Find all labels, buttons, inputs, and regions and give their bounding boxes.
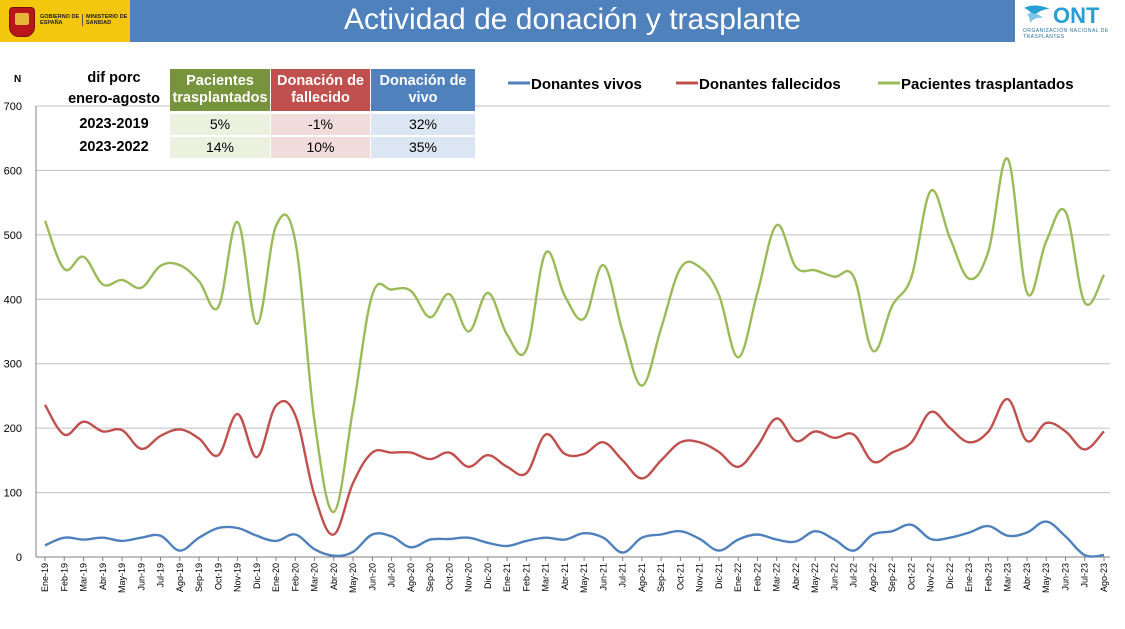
logo-ministry-text: MINISTERIO DE SANIDAD <box>82 14 130 26</box>
table-corner-line2: enero-agosto <box>68 91 160 107</box>
x-tick-label: Dic-21 <box>714 563 724 589</box>
y-axis-title: N <box>14 74 21 85</box>
ont-logo-subtitle: ORGANIZACIÓN NACIONAL DE TRASPLANTES <box>1023 28 1109 40</box>
x-tick-label: Sep-22 <box>887 563 897 592</box>
series-line-donantes-vivos <box>44 520 1105 558</box>
row-label-2023-2019: 2023-2019 <box>79 116 149 132</box>
stats-table: dif porc enero-agosto Pacientes trasplan… <box>58 69 478 161</box>
x-tick-label: Abr-22 <box>791 563 801 590</box>
x-tick-label: Ago-23 <box>1099 563 1109 592</box>
header: GOBIERNO DE ESPAÑA MINISTERIO DE SANIDAD… <box>0 0 1125 42</box>
x-tick-label: Feb-21 <box>521 563 531 592</box>
x-tick-label: Dic-20 <box>483 563 493 589</box>
x-tick-label: May-22 <box>810 563 820 593</box>
x-tick-label: Mar-20 <box>310 563 320 592</box>
x-tick-label: Jun-20 <box>367 563 377 591</box>
x-tick-label: Abr-23 <box>1022 563 1032 590</box>
ont-logo: ONT ORGANIZACIÓN NACIONAL DE TRASPLANTES <box>1015 0 1125 42</box>
x-tick-label: Jun-23 <box>1060 563 1070 591</box>
y-tick-label: 300 <box>4 359 22 371</box>
y-tick-label: 200 <box>4 423 22 435</box>
x-tick-label: Jul-21 <box>618 563 628 588</box>
x-tick-label: Ene-19 <box>40 563 50 592</box>
x-tick-label: Feb-19 <box>59 563 69 592</box>
x-tick-label: Feb-23 <box>983 563 993 592</box>
cell-pacientes-2022: 14% <box>170 137 270 158</box>
x-tick-label: Jun-19 <box>136 563 146 591</box>
x-tick-label: Ene-20 <box>271 563 281 592</box>
x-tick-label: Sep-20 <box>425 563 435 592</box>
x-tick-label: Abr-20 <box>329 563 339 590</box>
x-tick-label: Ene-23 <box>964 563 974 592</box>
x-tick-label: Feb-20 <box>290 563 300 592</box>
government-logo: GOBIERNO DE ESPAÑA MINISTERIO DE SANIDAD <box>0 0 130 42</box>
logo-gov-text: GOBIERNO DE ESPAÑA <box>40 14 80 26</box>
legend-label-donantes-fallecidos: Donantes fallecidos <box>699 76 841 93</box>
x-tick-label: May-21 <box>579 563 589 593</box>
y-tick-label: 500 <box>4 230 22 242</box>
x-tick-label: Oct-21 <box>675 563 685 590</box>
x-tick-label: Abr-19 <box>98 563 108 590</box>
header-fallecido: Donación de fallecido <box>271 69 370 111</box>
x-tick-label: Abr-21 <box>560 563 570 590</box>
x-tick-label: Jul-20 <box>387 563 397 588</box>
cell-fallecido-2019: -1% <box>271 114 370 135</box>
x-tick-label: May-19 <box>117 563 127 593</box>
x-tick-label: Nov-20 <box>464 563 474 592</box>
x-tick-label: Ago-22 <box>868 563 878 592</box>
coat-of-arms-icon <box>9 7 35 37</box>
x-tick-label: Oct-22 <box>906 563 916 590</box>
x-tick-label: May-23 <box>1041 563 1051 593</box>
ont-logo-text: ONT <box>1053 3 1100 28</box>
page-title: Actividad de donación y trasplante <box>344 3 801 36</box>
x-tick-label: Ago-21 <box>637 563 647 592</box>
x-tick-label: Nov-19 <box>233 563 243 592</box>
y-tick-label: 100 <box>4 488 22 500</box>
x-tick-label: Jun-22 <box>829 563 839 591</box>
x-tick-label: Dic-22 <box>945 563 955 589</box>
legend-label-donantes-vivos: Donantes vivos <box>531 76 642 93</box>
x-tick-label: Jul-19 <box>156 563 166 588</box>
x-tick-label: Jul-22 <box>849 563 859 588</box>
x-tick-label: Mar-21 <box>541 563 551 592</box>
x-tick-label: Feb-22 <box>752 563 762 592</box>
x-tick-label: Mar-19 <box>79 563 89 592</box>
x-tick-label: Nov-21 <box>695 563 705 592</box>
series-line-pacientes-trasplantados <box>43 157 1106 514</box>
x-tick-label: Ago-19 <box>175 563 185 592</box>
series-line-donantes-fallecidos <box>43 397 1105 536</box>
x-tick-label: Oct-19 <box>213 563 223 590</box>
cell-fallecido-2022: 10% <box>271 137 370 158</box>
x-tick-label: Oct-20 <box>444 563 454 590</box>
table-corner-line1: dif porc <box>87 70 141 86</box>
x-tick-label: Sep-19 <box>194 563 204 592</box>
y-tick-label: 0 <box>16 552 22 564</box>
x-tick-label: Mar-23 <box>1003 563 1013 592</box>
row-label-2023-2022: 2023-2022 <box>79 139 149 155</box>
x-tick-label: Jul-23 <box>1080 563 1090 588</box>
title-band: Actividad de donación y trasplante <box>130 0 1015 42</box>
x-tick-label: Ene-22 <box>733 563 743 592</box>
x-tick-label: Dic-19 <box>252 563 262 589</box>
y-tick-label: 700 <box>4 101 22 113</box>
x-tick-label: May-20 <box>348 563 358 593</box>
ont-wing-icon <box>1024 5 1050 23</box>
line-chart: 0 100 200 300 400 500 600 700 N Ene-19 Feb-19 Mar-1… <box>4 74 1110 593</box>
legend-label-pacientes-trasplantados: Pacientes trasplantados <box>901 76 1074 93</box>
x-tick-label: Ene-21 <box>502 563 512 592</box>
x-tick-label: Ago-20 <box>406 563 416 592</box>
x-tick-label: Nov-22 <box>926 563 936 592</box>
y-tick-label: 400 <box>4 294 22 306</box>
cell-vivo-2022: 35% <box>371 137 475 158</box>
y-tick-label: 600 <box>4 165 22 177</box>
x-tick-label: Jun-21 <box>598 563 608 591</box>
x-tick-label: Sep-21 <box>656 563 666 592</box>
cell-pacientes-2019: 5% <box>170 114 270 135</box>
x-tick-label: Mar-22 <box>772 563 782 592</box>
header-vivo: Donación de vivo <box>371 69 475 111</box>
header-pacientes: Pacientes trasplantados <box>170 69 270 111</box>
cell-vivo-2019: 32% <box>371 114 475 135</box>
